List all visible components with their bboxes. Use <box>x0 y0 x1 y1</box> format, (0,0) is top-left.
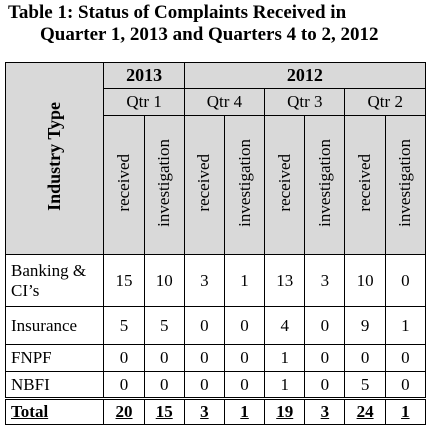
total-value: 3 <box>320 402 330 421</box>
cell: 5 <box>103 306 145 345</box>
header-row: Qtr 1 Qtr 4 Qtr 3 Qtr 2 <box>6 88 426 116</box>
data-row: FNPF 0 0 0 0 1 0 0 0 <box>4 344 427 372</box>
cell: 4 <box>264 306 306 345</box>
total-value: 1 <box>240 402 249 421</box>
cell: 5 <box>143 306 185 345</box>
cell: 10 <box>143 254 185 307</box>
measure-header: investigation <box>154 138 174 227</box>
cell: 0 <box>103 344 145 372</box>
total-value: 20 <box>115 402 133 421</box>
cell: 3 <box>304 254 346 307</box>
cell: 1 <box>384 306 427 345</box>
total-label: Total <box>11 402 49 421</box>
header-row: Industry Type 2013 2012 <box>4 62 427 255</box>
title-line: Table 1: Status of Complaints Received i… <box>8 2 347 23</box>
quarter-header: Qtr 2 <box>344 88 426 116</box>
total-cell: 19 <box>264 397 306 425</box>
cell: 15 <box>103 254 145 307</box>
quarter-header: Qtr 3 <box>264 88 346 116</box>
data-row: NBFI 0 0 0 0 1 0 5 0 <box>4 371 427 399</box>
cell: 0 <box>344 344 386 372</box>
total-cell: 20 <box>103 397 145 425</box>
year-header: 2012 <box>183 62 427 89</box>
cell: 1 <box>223 254 266 307</box>
cell: 1 <box>264 344 306 372</box>
measure-header: investigation <box>314 138 334 227</box>
quarter-header: Qtr 1 <box>103 88 185 116</box>
total-value: 3 <box>200 402 209 421</box>
total-cell: 15 <box>143 397 185 425</box>
measure-header-cell: investigation <box>143 115 185 255</box>
measure-header-cell: received <box>183 115 225 255</box>
row-label: FNPF <box>4 344 105 372</box>
total-value: 24 <box>356 402 374 421</box>
cell: 10 <box>344 254 386 307</box>
cell: 0 <box>183 306 225 345</box>
total-cell: 1 <box>384 397 427 425</box>
cell: 0 <box>103 371 145 399</box>
measure-header: received <box>194 153 214 212</box>
header-row: received investigation received investigati… <box>6 115 427 255</box>
cell: 3 <box>183 254 225 307</box>
row-header-cell: Industry Type <box>4 62 105 255</box>
cell: 9 <box>344 306 386 345</box>
cell: 0 <box>143 371 185 399</box>
total-value: 1 <box>401 402 410 421</box>
cell: 0 <box>143 344 185 372</box>
total-value: 15 <box>155 402 173 421</box>
data-row: Banking & CI’s 15 10 3 1 13 3 10 0 <box>4 254 427 307</box>
row-header: Industry Type <box>44 101 65 211</box>
cell: 0 <box>304 344 346 372</box>
measure-header-cell: investigation <box>304 115 346 255</box>
year-header: 2013 <box>103 62 185 89</box>
cell: 0 <box>223 344 266 372</box>
measure-header-cell: received <box>103 115 145 255</box>
cell: 13 <box>264 254 306 307</box>
title-line: Quarter 1, 2013 and Quarters 4 to 2, 201… <box>40 24 379 45</box>
measure-header-cell: received <box>344 115 386 255</box>
quarter-header: Qtr 4 <box>183 88 266 116</box>
cell: 0 <box>223 306 266 345</box>
data-row: Insurance 5 5 0 0 4 0 9 1 <box>4 306 427 345</box>
measure-header-cell: investigation <box>223 115 266 255</box>
measure-header-cell: received <box>264 115 306 255</box>
total-cell: 3 <box>183 397 225 425</box>
cell: 0 <box>384 344 427 372</box>
total-label-cell: Total <box>4 397 105 425</box>
cell: 5 <box>344 371 386 399</box>
cell: 0 <box>223 371 266 399</box>
measure-header: investigation <box>234 138 254 227</box>
total-cell: 3 <box>304 397 346 425</box>
measure-header: investigation <box>395 138 415 227</box>
row-label: Banking & CI’s <box>4 254 105 307</box>
total-cell: 1 <box>223 397 266 425</box>
row-label: Insurance <box>4 306 105 345</box>
title: Table 1: Status of Complaints Received i… <box>0 0 433 46</box>
cell: 1 <box>264 371 306 399</box>
measure-header: received <box>114 153 134 212</box>
total-row: Total 20 15 3 1 19 3 24 1 <box>4 397 427 425</box>
measure-header: received <box>274 153 294 212</box>
cell: 0 <box>384 371 427 399</box>
row-label: NBFI <box>4 371 105 399</box>
measure-header-cell: investigation <box>384 115 427 255</box>
cell: 0 <box>183 371 225 399</box>
cell: 0 <box>183 344 225 372</box>
total-value: 19 <box>276 402 294 421</box>
measure-header: received <box>355 153 375 212</box>
cell: 0 <box>304 371 346 399</box>
cell: 0 <box>384 254 427 307</box>
cell: 0 <box>304 306 346 345</box>
total-cell: 24 <box>344 397 386 425</box>
complaints-table: Industry Type 2013 2012 Qtr 1 Qtr 4 Qtr 3 Qtr … <box>4 62 427 425</box>
